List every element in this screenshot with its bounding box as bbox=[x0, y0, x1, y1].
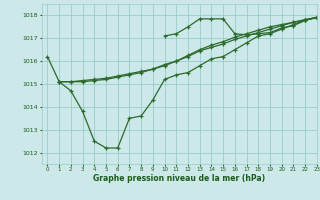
X-axis label: Graphe pression niveau de la mer (hPa): Graphe pression niveau de la mer (hPa) bbox=[93, 174, 265, 183]
